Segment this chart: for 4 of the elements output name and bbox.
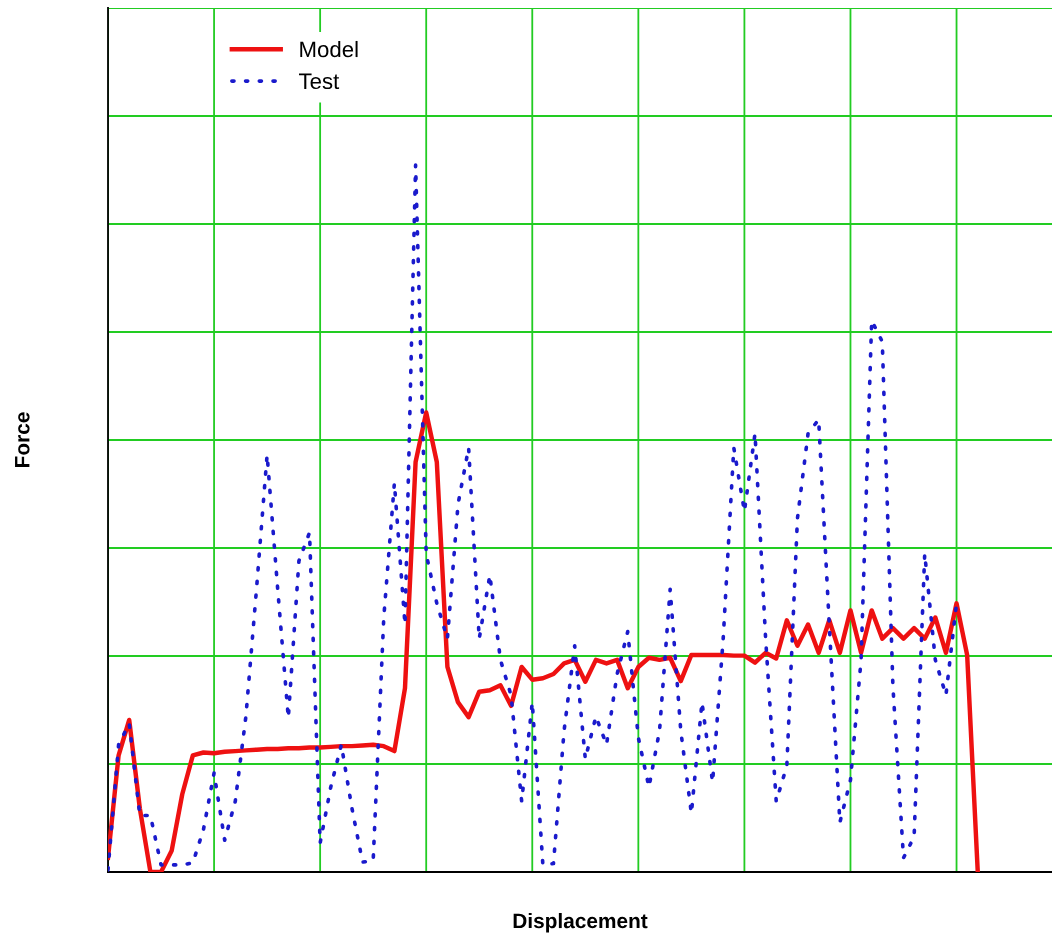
y-axis-title: Force — [15, 412, 30, 467]
legend-label: Model — [300, 40, 358, 58]
x-axis-title: Displacement — [513, 912, 648, 933]
legend-label: Test — [299, 73, 340, 90]
